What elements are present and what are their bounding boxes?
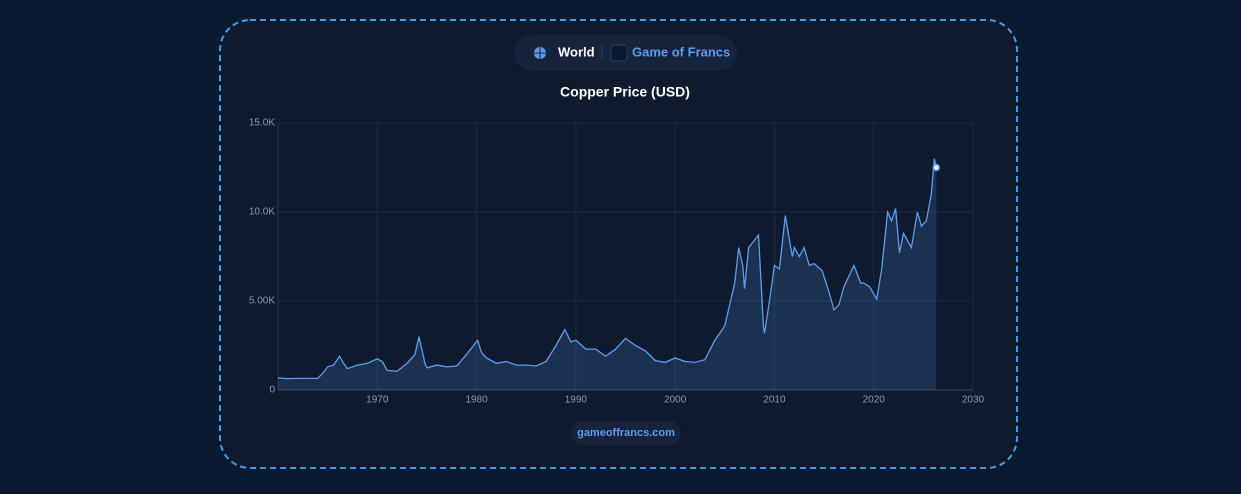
x-tick-label: 2030: [962, 395, 985, 406]
globe-lines: [534, 47, 546, 59]
line: [277, 158, 937, 380]
x-tick-label: 1970: [366, 395, 389, 406]
footer-pill: [571, 421, 681, 445]
y-tick-label: 0: [269, 385, 275, 396]
footer-link[interactable]: gameoffrancs.com: [577, 427, 675, 439]
y-tick-label: 15.0K: [249, 118, 275, 129]
x-tick-label: 2000: [664, 395, 687, 406]
x-tick-label: 2020: [863, 395, 886, 406]
x-tick-label: 1990: [565, 395, 588, 406]
chart-title: Copper Price (USD): [560, 84, 690, 100]
y-tick-label: 5.00K: [249, 296, 275, 307]
plot: 0 5.00K 10.0K 15.0K 1970 1980 1990 2000 2010 2020…: [249, 118, 985, 406]
x-tick-label: 2010: [763, 395, 786, 406]
end-marker: [932, 163, 941, 172]
toggle-world[interactable]: World: [558, 44, 595, 59]
x-tick-label: 1980: [465, 395, 488, 406]
toggle-gof[interactable]: Game of Francs: [632, 44, 730, 59]
gof-icon: [610, 44, 628, 62]
y-tick-label: 10.0K: [249, 207, 275, 218]
area: [278, 158, 937, 390]
card: [219, 19, 1018, 469]
